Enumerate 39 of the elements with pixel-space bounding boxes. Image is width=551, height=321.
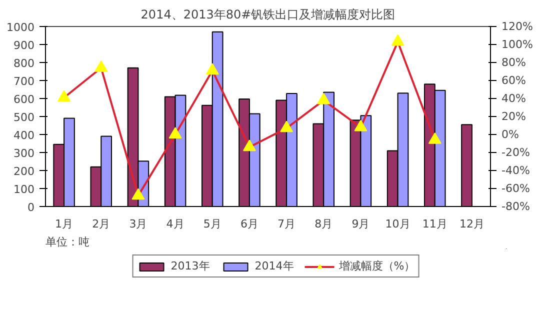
y-tick-label: 800 [14,57,35,70]
y-tick-label: 300 [14,147,35,160]
x-tick-label: 3月 [129,218,148,230]
y-tick-label: 700 [14,75,35,88]
y2-tick-label: 120% [502,20,533,33]
x-tick-label: 8月 [314,218,333,230]
y-tick-label: 1000 [6,21,35,34]
x-tick-label: 7月 [278,218,296,230]
y2-tick-label: 40% [502,92,526,105]
legend-label: 2014年 [254,258,294,274]
y-tick-label: 100 [14,183,35,196]
y2-tick-label: 20% [502,110,526,123]
y-tick-label: 600 [14,93,35,106]
y2-tick-label: -20% [502,146,530,159]
chart-title: 2014、2013年80#钒铁出口及增减幅度对比图 [140,8,396,22]
text: 单位：吨 [46,236,90,248]
legend-label: 增减幅度（%） [338,258,416,274]
y-tick-label: 900 [14,39,35,52]
y2-tick-label: 60% [502,74,526,87]
x-tick-label: 11月 [422,218,448,230]
x-tick-label: 1月 [55,218,74,230]
x-tick-label: 9月 [352,218,370,230]
x-tick-label: 2月 [92,218,110,230]
y2-tick-label: 0% [502,128,519,141]
y-tick-label: 200 [14,165,35,178]
y-tick-label: 400 [14,129,35,142]
y2-tick-label: 80% [502,56,526,69]
x-tick-label: 12月 [459,218,484,230]
legend-label: 2013年 [170,258,210,274]
x-tick-label: 10月 [385,218,410,230]
x-tick-label: 4月 [166,218,184,230]
y2-tick-label: -60% [502,182,530,195]
y-tick-label: 0 [28,201,34,214]
x-tick-label: 6月 [240,218,258,230]
y2-tick-label: -40% [502,164,530,177]
y2-tick-label: -80% [502,200,530,213]
x-tick-label: 5月 [203,218,222,230]
y2-tick-label: 100% [502,38,533,51]
y-tick-label: 500 [14,111,35,124]
